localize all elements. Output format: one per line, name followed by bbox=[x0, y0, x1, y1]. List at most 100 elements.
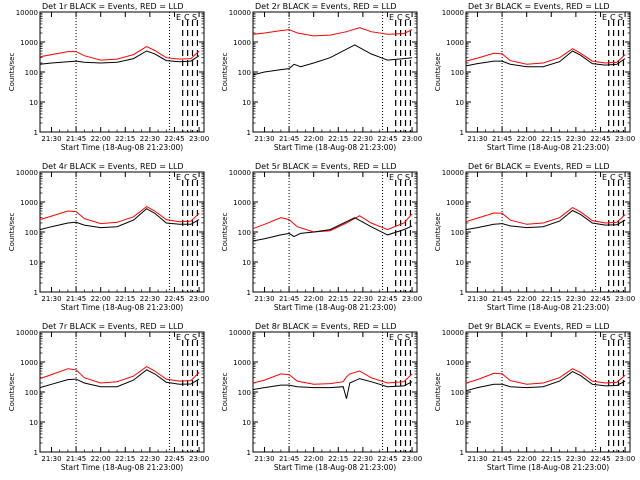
x-tick-label: 21:30 bbox=[41, 295, 61, 303]
flag-label: S bbox=[405, 13, 410, 22]
x-axis-label: Start Time (18-Aug-08 21:23:00) bbox=[487, 143, 609, 152]
x-tick-label: 22:00 bbox=[517, 295, 537, 303]
panel-5: Det 5r BLACK = Events, RED = LLD 1 10 100 10… bbox=[221, 162, 422, 312]
y-tick-label: 100 bbox=[451, 69, 464, 77]
series-events-line bbox=[465, 371, 626, 392]
x-tick-label: 22:00 bbox=[304, 455, 324, 463]
y-tick-label: 1 bbox=[460, 289, 464, 297]
x-tick-label: 21:45 bbox=[492, 295, 512, 303]
x-tick-label: 22:15 bbox=[115, 455, 135, 463]
series-lld-line bbox=[252, 370, 413, 385]
x-tick-label: 23:00 bbox=[189, 295, 209, 303]
x-tick-label: 21:30 bbox=[41, 135, 61, 143]
flag-label: C bbox=[610, 333, 616, 342]
y-axis-label: Counts/sec bbox=[434, 53, 442, 92]
x-axis-label: Start Time (18-Aug-08 21:23:00) bbox=[274, 143, 396, 152]
panel-title: Det 7r BLACK = Events, RED = LLD bbox=[42, 322, 184, 331]
x-tick-label: 22:15 bbox=[541, 295, 561, 303]
flag-label: C bbox=[184, 13, 190, 22]
flag-label: S bbox=[192, 173, 197, 182]
panel-7: Det 7r BLACK = Events, RED = LLD 1 10 100 10… bbox=[8, 322, 209, 472]
x-tick-label: 21:45 bbox=[279, 295, 299, 303]
series-events-line bbox=[465, 209, 626, 231]
panel-title: Det 9r BLACK = Events, RED = LLD bbox=[468, 322, 610, 331]
x-tick-label: 22:00 bbox=[91, 455, 111, 463]
series-lld-line bbox=[252, 213, 413, 233]
x-tick-label: 23:00 bbox=[402, 455, 422, 463]
y-tick-label: 1000 bbox=[446, 199, 464, 207]
flag-label: C bbox=[397, 333, 403, 342]
x-tick-label: 22:00 bbox=[91, 295, 111, 303]
flag-label: S bbox=[405, 333, 410, 342]
y-tick-label: 10000 bbox=[16, 169, 38, 177]
x-tick-label: 22:00 bbox=[304, 135, 324, 143]
panel-6: Det 6r BLACK = Events, RED = LLD 1 10 100 10… bbox=[434, 162, 635, 312]
x-tick-label: 22:30 bbox=[566, 455, 586, 463]
y-tick-label: 1000 bbox=[446, 39, 464, 47]
series-lld-line bbox=[39, 366, 200, 384]
flag-label: E bbox=[176, 173, 181, 182]
y-tick-label: 100 bbox=[238, 389, 251, 397]
y-tick-label: 100 bbox=[25, 69, 38, 77]
series-lld-line bbox=[465, 368, 626, 385]
plot-frame bbox=[39, 171, 205, 293]
x-tick-label: 22:30 bbox=[566, 295, 586, 303]
x-tick-label: 22:00 bbox=[517, 455, 537, 463]
x-tick-label: 22:45 bbox=[164, 455, 184, 463]
plot-frame bbox=[465, 171, 631, 293]
series-lld-line bbox=[465, 207, 626, 225]
x-tick-label: 22:45 bbox=[377, 135, 397, 143]
plot-frame bbox=[252, 171, 418, 293]
x-tick-label: 21:45 bbox=[279, 135, 299, 143]
y-tick-label: 10000 bbox=[229, 329, 251, 337]
y-tick-label: 10000 bbox=[16, 9, 38, 17]
y-tick-label: 100 bbox=[451, 389, 464, 397]
y-tick-label: 10000 bbox=[442, 329, 464, 337]
x-tick-label: 21:30 bbox=[41, 455, 61, 463]
x-tick-label: 21:45 bbox=[492, 455, 512, 463]
x-tick-label: 22:15 bbox=[328, 455, 348, 463]
panel-title: Det 8r BLACK = Events, RED = LLD bbox=[255, 322, 397, 331]
flag-label: C bbox=[397, 13, 403, 22]
y-tick-label: 10000 bbox=[229, 169, 251, 177]
x-tick-label: 21:30 bbox=[467, 295, 487, 303]
panel-2: Det 2r BLACK = Events, RED = LLD 1 10 100 10… bbox=[221, 2, 422, 152]
x-tick-label: 22:15 bbox=[541, 135, 561, 143]
x-tick-label: 23:00 bbox=[189, 455, 209, 463]
x-axis-label: Start Time (18-Aug-08 21:23:00) bbox=[61, 143, 183, 152]
panel-8: Det 8r BLACK = Events, RED = LLD 1 10 100 10… bbox=[221, 322, 422, 472]
x-tick-label: 23:00 bbox=[615, 295, 635, 303]
y-tick-label: 1000 bbox=[446, 359, 464, 367]
x-tick-label: 22:30 bbox=[353, 455, 373, 463]
x-tick-label: 22:15 bbox=[115, 135, 135, 143]
panel-title: Det 4r BLACK = Events, RED = LLD bbox=[42, 162, 184, 171]
x-tick-label: 23:00 bbox=[615, 455, 635, 463]
y-tick-label: 10 bbox=[242, 259, 251, 267]
x-tick-label: 22:45 bbox=[590, 455, 610, 463]
y-tick-label: 1000 bbox=[20, 359, 38, 367]
x-tick-label: 22:15 bbox=[328, 295, 348, 303]
y-tick-label: 1 bbox=[460, 449, 464, 457]
x-tick-label: 21:30 bbox=[254, 455, 274, 463]
y-axis-label: Counts/sec bbox=[8, 373, 16, 412]
y-tick-label: 10000 bbox=[442, 9, 464, 17]
y-axis-label: Counts/sec bbox=[8, 213, 16, 252]
y-tick-label: 10 bbox=[455, 419, 464, 427]
x-tick-label: 21:45 bbox=[279, 455, 299, 463]
panel-title: Det 6r BLACK = Events, RED = LLD bbox=[468, 162, 610, 171]
x-tick-label: 22:30 bbox=[140, 455, 160, 463]
panel-title: Det 5r BLACK = Events, RED = LLD bbox=[255, 162, 397, 171]
x-tick-label: 22:30 bbox=[140, 135, 160, 143]
y-tick-label: 1 bbox=[247, 129, 251, 137]
y-tick-label: 1 bbox=[34, 289, 38, 297]
y-axis-label: Counts/sec bbox=[221, 53, 229, 92]
x-tick-label: 23:00 bbox=[402, 295, 422, 303]
panel-1: Det 1r BLACK = Events, RED = LLD 1 10 100 10… bbox=[8, 2, 209, 152]
plot-frame bbox=[252, 331, 418, 453]
flag-label: S bbox=[618, 173, 623, 182]
series-lld-line bbox=[465, 48, 626, 65]
y-tick-label: 10 bbox=[29, 419, 38, 427]
x-tick-label: 22:30 bbox=[140, 295, 160, 303]
plot-frame bbox=[39, 11, 205, 133]
plot-frame bbox=[252, 11, 418, 133]
